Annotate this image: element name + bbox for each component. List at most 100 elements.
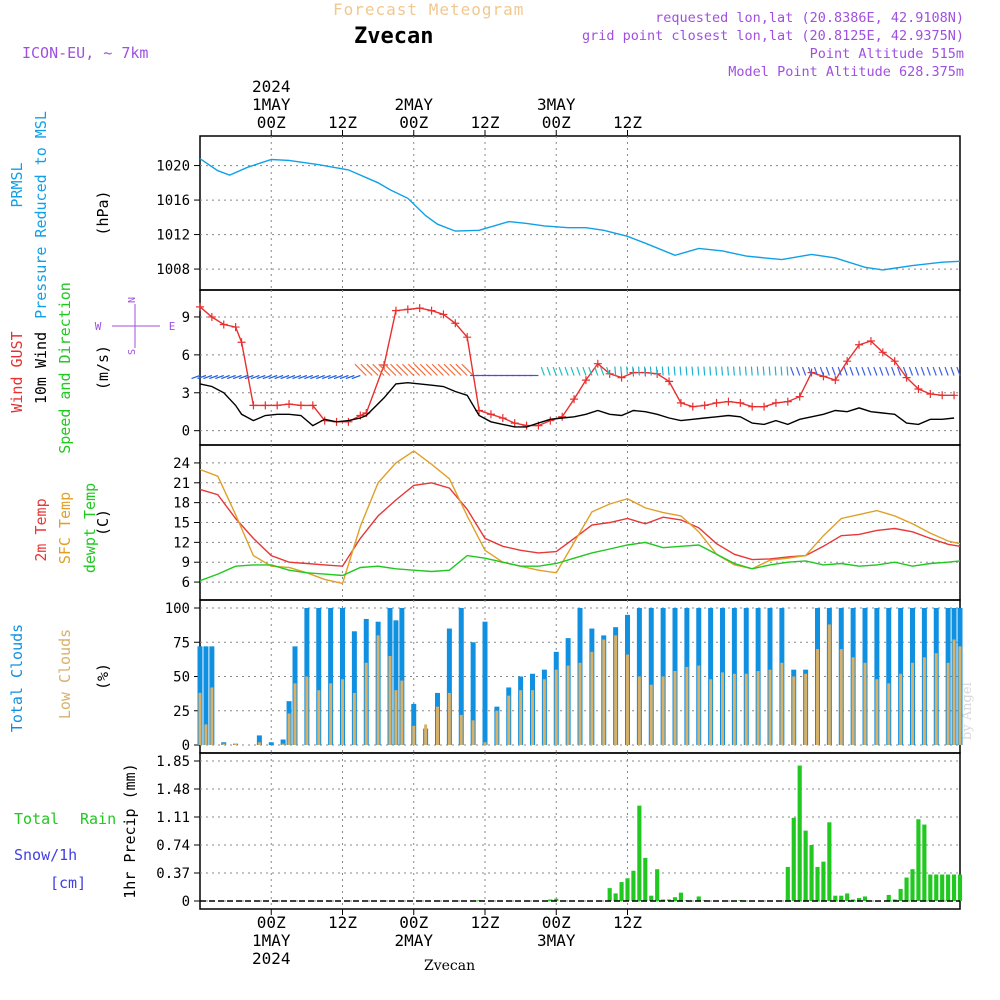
gust-marker [760, 402, 769, 411]
y-axis-label: (m/s) [94, 345, 112, 390]
wind-arrow [552, 366, 557, 376]
wind-arrow [203, 374, 213, 380]
gust-marker [700, 401, 709, 410]
low-cloud-bar [447, 692, 451, 745]
low-cloud-bar [792, 676, 796, 745]
wind-arrow [274, 374, 284, 380]
wind-arrow [637, 366, 640, 376]
low-cloud-bar [673, 671, 677, 745]
wind-arrow [600, 366, 605, 376]
label-rain: Rain [80, 810, 116, 828]
low-cloud-bar [317, 690, 321, 745]
total-cloud-bar [470, 642, 476, 745]
low-cloud-bar [394, 690, 398, 745]
wind-arrow [703, 366, 706, 376]
gust-marker [415, 304, 424, 313]
low-cloud-bar [234, 743, 238, 745]
wind-arrow [238, 374, 248, 380]
compass-w: W [95, 320, 102, 333]
low-cloud-bar [436, 706, 439, 745]
rain-bar [957, 874, 963, 901]
total-cloud-bar [458, 608, 464, 745]
requested-coords: requested lon,lat (20.8386E, 42.9108N) [655, 10, 964, 26]
wind-arrow [606, 366, 611, 376]
wind-arrow [879, 366, 884, 376]
wind-arrow [932, 366, 937, 376]
series-10m-wind [199, 381, 955, 428]
top-time-label: 12Z [613, 113, 642, 132]
gust-marker [688, 402, 697, 411]
top-time-label: 2024 [252, 77, 291, 96]
low-cloud-bar [899, 673, 903, 745]
low-cloud-bar [542, 679, 546, 745]
top-time-label: 1MAY [252, 95, 291, 114]
total-cloud-bar [280, 739, 286, 745]
gust-marker [196, 302, 204, 311]
y-tick-label: 0 [182, 424, 190, 440]
wind-arrow [316, 374, 325, 380]
low-cloud-bar [863, 662, 867, 745]
label-10m-wind: 10m Wind [32, 332, 50, 404]
y-tick-label: 1.85 [156, 754, 190, 770]
rain-bar [886, 894, 891, 901]
wind-arrow [396, 363, 409, 376]
gust-marker [427, 306, 436, 315]
wind-arrow [221, 374, 230, 380]
y-tick-label: 0.74 [156, 838, 190, 854]
wind-arrow [825, 366, 830, 376]
gust-marker [665, 377, 674, 386]
total-cloud-bar [316, 608, 322, 745]
low-cloud-bar [578, 662, 582, 745]
gust-marker [878, 348, 887, 357]
low-cloud-bar [424, 724, 428, 745]
low-cloud-bar [958, 646, 962, 745]
wind-arrow [339, 374, 349, 380]
meteogram-title: Forecast Meteogram [333, 0, 525, 19]
bottom-time-label: 1MAY [252, 931, 291, 950]
y-tick-label: 12 [173, 535, 190, 551]
y-tick-label: 21 [173, 476, 190, 492]
bottom-time-label: 00Z [542, 913, 571, 932]
wind-arrow [956, 366, 961, 376]
wind-arrow [614, 366, 617, 376]
label-dewpt-temp: dewpt Temp [81, 483, 99, 573]
wind-arrow [546, 366, 551, 376]
top-time-label: 00Z [542, 113, 571, 132]
wind-arrow [756, 366, 759, 376]
rain-bar [797, 765, 802, 901]
wind-arrow [873, 366, 878, 376]
rain-bar [649, 895, 654, 901]
wind-arrow [655, 366, 658, 376]
wind-arrow [232, 374, 242, 380]
wind-arrow [570, 366, 575, 376]
low-cloud-bar [281, 743, 285, 745]
wind-arrow [215, 374, 224, 380]
label-total-clouds: Total Clouds [8, 624, 26, 732]
wind-arrow [360, 363, 373, 376]
rain-bar [951, 874, 957, 901]
wind-arrow [419, 363, 432, 376]
wind-arrow [738, 366, 741, 376]
wind-arrow [209, 374, 219, 380]
compass-n: N [127, 297, 138, 303]
low-cloud-bar [329, 683, 333, 745]
wind-arrow [298, 374, 308, 380]
y-tick-label: 1008 [156, 262, 190, 278]
low-cloud-bar [946, 662, 950, 745]
rain-bar [827, 822, 832, 901]
low-cloud-bar [198, 692, 202, 745]
rain-bar [928, 874, 933, 901]
bottom-time-label: 12Z [471, 913, 500, 932]
wind-arrow [950, 366, 955, 376]
gust-marker [676, 398, 685, 407]
wind-arrow [643, 366, 646, 376]
wind-arrow [366, 363, 379, 376]
label-speed-direction: Speed and Direction [56, 282, 74, 454]
rain-bar [892, 899, 897, 901]
low-cloud-bar [602, 639, 606, 745]
y-tick-label: 9 [182, 310, 190, 326]
wind-arrow [620, 366, 623, 376]
label-wind-gust: Wind GUST [8, 331, 26, 412]
low-cloud-bar [875, 679, 879, 745]
wind-arrow [576, 366, 581, 376]
